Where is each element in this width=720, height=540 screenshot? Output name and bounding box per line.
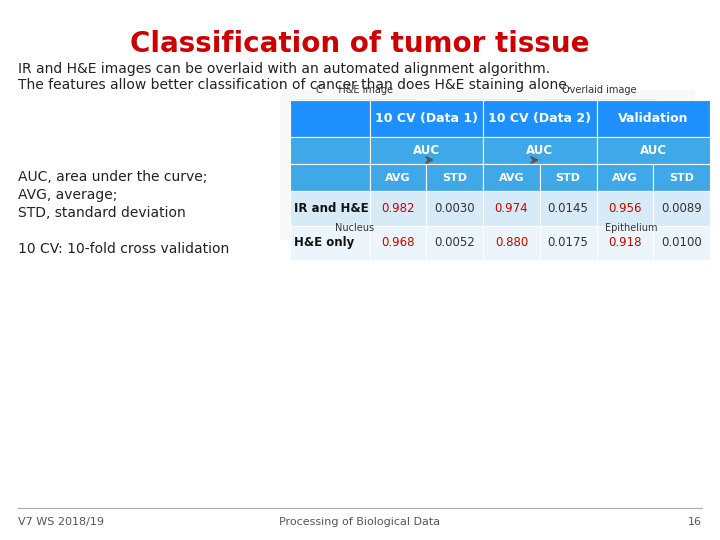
Text: Nucleus: Nucleus xyxy=(336,223,374,233)
Text: 0.0100: 0.0100 xyxy=(661,237,702,249)
Bar xyxy=(295,100,415,220)
Bar xyxy=(653,226,710,260)
Bar xyxy=(483,137,597,164)
Bar xyxy=(369,164,426,191)
Text: IR and H&E: IR and H&E xyxy=(294,202,369,215)
Bar xyxy=(540,191,597,226)
Bar xyxy=(597,137,710,164)
Bar xyxy=(483,191,540,226)
Text: C     H&E image: C H&E image xyxy=(317,85,394,95)
Bar xyxy=(369,100,483,137)
Bar xyxy=(290,100,369,137)
Text: Overlaid image: Overlaid image xyxy=(562,85,636,95)
Text: STD: STD xyxy=(442,173,467,183)
Text: AVG, average;: AVG, average; xyxy=(18,188,117,202)
Bar xyxy=(290,226,369,260)
Text: AUC, area under the curve;: AUC, area under the curve; xyxy=(18,170,207,184)
Bar xyxy=(437,100,527,220)
Bar xyxy=(290,164,369,191)
Text: V7 WS 2018/19: V7 WS 2018/19 xyxy=(18,517,104,527)
Bar xyxy=(653,191,710,226)
Text: AUC: AUC xyxy=(413,144,440,157)
Bar xyxy=(483,100,597,137)
Bar xyxy=(542,100,657,220)
Bar xyxy=(653,164,710,191)
Bar xyxy=(540,226,597,260)
Text: Validation: Validation xyxy=(618,112,688,125)
Text: 0.0052: 0.0052 xyxy=(434,237,475,249)
Bar xyxy=(597,226,653,260)
Text: 0.956: 0.956 xyxy=(608,202,642,215)
Text: 0.0030: 0.0030 xyxy=(434,202,475,215)
Text: 10 CV: 10-fold cross validation: 10 CV: 10-fold cross validation xyxy=(18,242,229,256)
Text: AUC: AUC xyxy=(526,144,554,157)
Bar xyxy=(426,226,483,260)
Text: Processing of Biological Data: Processing of Biological Data xyxy=(279,517,441,527)
Bar xyxy=(426,164,483,191)
Text: Epithelium: Epithelium xyxy=(605,223,657,233)
Text: 0.968: 0.968 xyxy=(381,237,415,249)
Text: 0.918: 0.918 xyxy=(608,237,642,249)
Bar xyxy=(280,90,695,240)
Text: STD, standard deviation: STD, standard deviation xyxy=(18,206,186,220)
Text: STD: STD xyxy=(556,173,580,183)
Bar xyxy=(597,191,653,226)
Text: 0.0145: 0.0145 xyxy=(548,202,589,215)
Text: 16: 16 xyxy=(688,517,702,527)
Text: 10 CV (Data 2): 10 CV (Data 2) xyxy=(488,112,591,125)
Bar xyxy=(369,137,483,164)
Text: The features allow better classification of cancer than does H&E staining alone.: The features allow better classification… xyxy=(18,78,571,92)
Bar xyxy=(597,100,710,137)
Text: 0.0175: 0.0175 xyxy=(548,237,589,249)
Text: AVG: AVG xyxy=(385,173,411,183)
Text: AVG: AVG xyxy=(612,173,638,183)
Text: AUC: AUC xyxy=(639,144,667,157)
Text: H&E only: H&E only xyxy=(294,237,354,249)
Text: 0.880: 0.880 xyxy=(495,237,528,249)
Bar xyxy=(540,164,597,191)
Bar xyxy=(483,226,540,260)
Bar xyxy=(290,137,369,164)
Bar xyxy=(369,226,426,260)
Bar xyxy=(597,164,653,191)
Bar xyxy=(483,164,540,191)
Text: 10 CV (Data 1): 10 CV (Data 1) xyxy=(375,112,478,125)
Text: 0.0089: 0.0089 xyxy=(661,202,702,215)
Text: 0.982: 0.982 xyxy=(381,202,415,215)
Bar xyxy=(290,191,369,226)
Text: STD: STD xyxy=(669,173,694,183)
Text: IR and H&E images can be overlaid with an automated alignment algorithm.: IR and H&E images can be overlaid with a… xyxy=(18,62,550,76)
Text: 0.974: 0.974 xyxy=(495,202,528,215)
Bar xyxy=(369,191,426,226)
Bar xyxy=(426,191,483,226)
Text: AVG: AVG xyxy=(499,173,524,183)
Text: Classification of tumor tissue: Classification of tumor tissue xyxy=(130,30,590,58)
